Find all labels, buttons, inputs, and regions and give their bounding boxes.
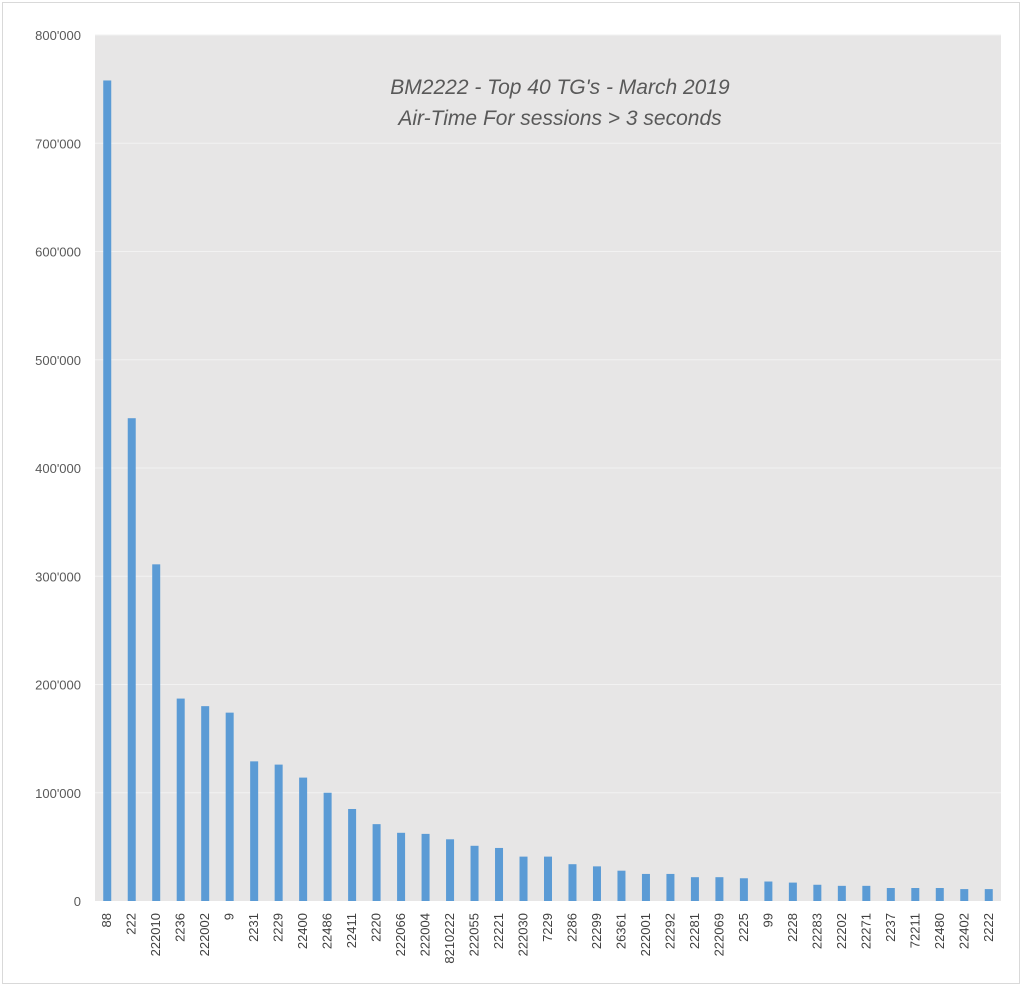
x-tick-label: 22221 (491, 913, 506, 949)
x-tick-label: 222066 (393, 913, 408, 956)
x-tick-label: 7229 (540, 913, 555, 942)
bar-222069 (715, 877, 724, 901)
bar-222001 (641, 873, 650, 901)
bar-2225 (739, 878, 748, 901)
bar-222055 (470, 845, 479, 901)
bar-2228 (788, 882, 797, 901)
x-tick-label: 8210222 (442, 913, 457, 964)
y-tick-label: 300'000 (35, 569, 81, 584)
bar-22292 (666, 873, 675, 901)
x-tick-label: 222055 (467, 913, 482, 956)
bar-222002 (201, 706, 210, 901)
chart-subtitle: Air-Time For sessions > 3 seconds (396, 107, 722, 130)
x-tick-label: 72211 (907, 913, 922, 948)
y-axis-ticks: 0 100'000 200'000 300'000 400'000 500'000 600'… (35, 28, 81, 909)
bar-22400 (299, 777, 308, 901)
y-tick-label: 500'000 (35, 353, 81, 368)
x-axis-ticks: 88 222 222010 2236 222002 9 2231 2229 22400 22486… (99, 913, 996, 964)
x-tick-label: 222002 (197, 913, 212, 956)
y-tick-label: 600'000 (35, 245, 81, 260)
x-tick-label: 22299 (589, 913, 604, 949)
x-tick-label: 88 (99, 913, 114, 927)
bar-8210222 (446, 839, 455, 901)
x-tick-label: 26361 (613, 913, 628, 949)
bar-2231 (250, 761, 259, 901)
x-tick-label: 22402 (956, 913, 971, 949)
x-tick-label: 222004 (418, 913, 433, 956)
bar-222066 (397, 832, 406, 901)
bar-222010 (152, 564, 161, 901)
bar-chart: 0 100'000 200'000 300'000 400'000 500'000 600'… (35, 28, 1001, 964)
x-tick-label: 22400 (295, 913, 310, 949)
bar-2236 (176, 698, 185, 901)
bar-2222 (984, 889, 993, 901)
bar-88 (103, 80, 112, 902)
bar-22221 (495, 847, 504, 901)
bar-222030 (519, 856, 528, 901)
bar-22486 (323, 792, 332, 901)
bar-26361 (617, 870, 626, 901)
bar-22283 (813, 884, 822, 901)
x-tick-label: 2229 (271, 913, 286, 942)
x-tick-label: 22480 (932, 913, 947, 949)
x-tick-label: 222010 (148, 913, 163, 956)
x-tick-label: 22202 (834, 913, 849, 949)
x-tick-label: 222001 (638, 913, 653, 956)
x-tick-label: 9 (222, 913, 237, 920)
y-tick-label: 0 (74, 894, 81, 909)
bar-22299 (592, 866, 601, 901)
chart-title: BM2222 - Top 40 TG's - March 2019 (390, 76, 730, 99)
x-tick-label: 222 (124, 913, 139, 935)
x-tick-label: 22271 (858, 913, 873, 949)
x-tick-label: 22292 (662, 913, 677, 949)
x-tick-label: 2225 (736, 913, 751, 942)
bar-2237 (886, 888, 895, 901)
bar-2286 (568, 864, 577, 901)
y-tick-label: 700'000 (35, 136, 81, 151)
gridlines (95, 34, 1001, 794)
bar-2220 (372, 824, 381, 901)
bar-22411 (348, 808, 357, 901)
bar-222 (127, 418, 136, 901)
x-tick-label: 2236 (173, 913, 188, 942)
bar-9 (225, 712, 234, 901)
x-tick-label: 2220 (369, 913, 384, 942)
x-tick-label: 22283 (809, 913, 824, 949)
bar-2229 (274, 764, 283, 901)
x-tick-label: 22486 (320, 913, 335, 949)
y-tick-label: 200'000 (35, 678, 81, 693)
x-tick-label: 222030 (516, 913, 531, 956)
bar-99 (764, 881, 773, 901)
x-tick-label: 2222 (981, 913, 996, 942)
x-tick-label: 99 (760, 913, 775, 927)
x-tick-label: 2228 (785, 913, 800, 942)
bar-22480 (935, 888, 944, 901)
x-tick-label: 222069 (711, 913, 726, 956)
x-tick-label: 22281 (687, 913, 702, 949)
x-tick-label: 2231 (246, 913, 261, 942)
bar-22271 (862, 885, 871, 901)
x-tick-label: 2237 (883, 913, 898, 942)
bars (103, 80, 993, 902)
bar-222004 (421, 833, 430, 901)
bar-22402 (960, 889, 969, 901)
y-tick-label: 100'000 (35, 786, 81, 801)
bar-72211 (911, 888, 920, 901)
bar-7229 (544, 856, 552, 901)
bar-22202 (837, 885, 846, 901)
x-tick-label: 22411 (344, 913, 359, 948)
bar-22281 (690, 877, 699, 901)
y-tick-label: 400'000 (35, 461, 81, 476)
y-tick-label: 800'000 (35, 28, 81, 43)
x-tick-label: 2286 (564, 913, 579, 942)
